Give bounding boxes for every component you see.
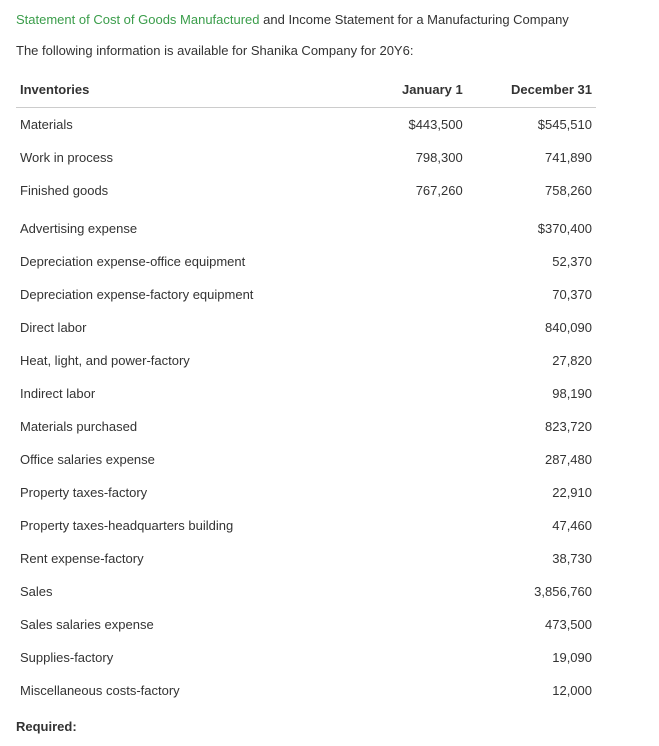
table-row: Depreciation expense-factory equipment 70… xyxy=(16,278,596,311)
row-jan-amount xyxy=(367,278,467,311)
row-jan-amount xyxy=(367,476,467,509)
row-jan-amount: 798,300 xyxy=(367,141,467,174)
row-dec-amount: 38,730 xyxy=(467,542,596,575)
row-label: Indirect labor xyxy=(16,377,367,410)
row-dec-amount: 12,000 xyxy=(467,674,596,707)
page-title: Statement of Cost of Goods Manufactured … xyxy=(16,12,643,27)
table-row: Supplies-factory 19,090 xyxy=(16,641,596,674)
row-jan-amount xyxy=(367,575,467,608)
row-jan-amount: 767,260 xyxy=(367,174,467,207)
row-jan-amount xyxy=(367,377,467,410)
row-jan-amount xyxy=(367,311,467,344)
row-label: Rent expense-factory xyxy=(16,542,367,575)
table-row: Materials purchased 823,720 xyxy=(16,410,596,443)
row-dec-amount: 823,720 xyxy=(467,410,596,443)
row-label: Property taxes-headquarters building xyxy=(16,509,367,542)
row-jan-amount xyxy=(367,207,467,245)
row-jan-amount xyxy=(367,542,467,575)
table-row: Sales 3,856,760 xyxy=(16,575,596,608)
row-dec-amount: 840,090 xyxy=(467,311,596,344)
col-dec-header: December 31 xyxy=(467,76,596,108)
table-row: Advertising expense $370,400 xyxy=(16,207,596,245)
row-dec-amount: 98,190 xyxy=(467,377,596,410)
row-dec-amount: $370,400 xyxy=(467,207,596,245)
row-dec-amount: 19,090 xyxy=(467,641,596,674)
row-dec-amount: 70,370 xyxy=(467,278,596,311)
title-rest: and Income Statement for a Manufacturing… xyxy=(260,12,569,27)
required-label: Required: xyxy=(16,719,643,734)
row-jan-amount xyxy=(367,245,467,278)
row-label: Finished goods xyxy=(16,174,367,207)
row-label: Work in process xyxy=(16,141,367,174)
row-jan-amount xyxy=(367,509,467,542)
row-jan-amount xyxy=(367,410,467,443)
row-dec-amount: 47,460 xyxy=(467,509,596,542)
row-label: Advertising expense xyxy=(16,207,367,245)
table-row: Property taxes-headquarters building 47,4… xyxy=(16,509,596,542)
row-label: Miscellaneous costs-factory xyxy=(16,674,367,707)
table-row: Office salaries expense 287,480 xyxy=(16,443,596,476)
row-dec-amount: 741,890 xyxy=(467,141,596,174)
row-label: Office salaries expense xyxy=(16,443,367,476)
table-row: Sales salaries expense 473,500 xyxy=(16,608,596,641)
table-row: Indirect labor 98,190 xyxy=(16,377,596,410)
row-jan-amount xyxy=(367,674,467,707)
row-dec-amount: 27,820 xyxy=(467,344,596,377)
row-dec-amount: 3,856,760 xyxy=(467,575,596,608)
row-dec-amount: 22,910 xyxy=(467,476,596,509)
table-row: Miscellaneous costs-factory 12,000 xyxy=(16,674,596,707)
row-jan-amount: $443,500 xyxy=(367,108,467,142)
table-row: Property taxes-factory 22,910 xyxy=(16,476,596,509)
title-green-part: Statement of Cost of Goods Manufactured xyxy=(16,12,260,27)
col-inventories-header: Inventories xyxy=(16,76,367,108)
table-row: Heat, light, and power-factory 27,820 xyxy=(16,344,596,377)
table-row: Work in process798,300741,890 xyxy=(16,141,596,174)
row-dec-amount: 287,480 xyxy=(467,443,596,476)
row-dec-amount: $545,510 xyxy=(467,108,596,142)
row-jan-amount xyxy=(367,641,467,674)
row-label: Sales xyxy=(16,575,367,608)
row-jan-amount xyxy=(367,344,467,377)
table-row: Materials$443,500$545,510 xyxy=(16,108,596,142)
table-row: Rent expense-factory 38,730 xyxy=(16,542,596,575)
row-label: Supplies-factory xyxy=(16,641,367,674)
row-jan-amount xyxy=(367,443,467,476)
row-label: Depreciation expense-factory equipment xyxy=(16,278,367,311)
row-label: Depreciation expense-office equipment xyxy=(16,245,367,278)
row-label: Sales salaries expense xyxy=(16,608,367,641)
row-dec-amount: 52,370 xyxy=(467,245,596,278)
row-label: Property taxes-factory xyxy=(16,476,367,509)
intro-text: The following information is available f… xyxy=(16,43,643,58)
row-label: Direct labor xyxy=(16,311,367,344)
row-jan-amount xyxy=(367,608,467,641)
col-jan-header: January 1 xyxy=(367,76,467,108)
row-label: Materials purchased xyxy=(16,410,367,443)
data-table: Inventories January 1 December 31 Materi… xyxy=(16,76,596,707)
row-label: Heat, light, and power-factory xyxy=(16,344,367,377)
table-row: Depreciation expense-office equipment 52,… xyxy=(16,245,596,278)
table-row: Finished goods767,260758,260 xyxy=(16,174,596,207)
table-row: Direct labor 840,090 xyxy=(16,311,596,344)
row-dec-amount: 758,260 xyxy=(467,174,596,207)
header-row: Inventories January 1 December 31 xyxy=(16,76,596,108)
row-dec-amount: 473,500 xyxy=(467,608,596,641)
row-label: Materials xyxy=(16,108,367,142)
table-body: Materials$443,500$545,510Work in process… xyxy=(16,108,596,708)
